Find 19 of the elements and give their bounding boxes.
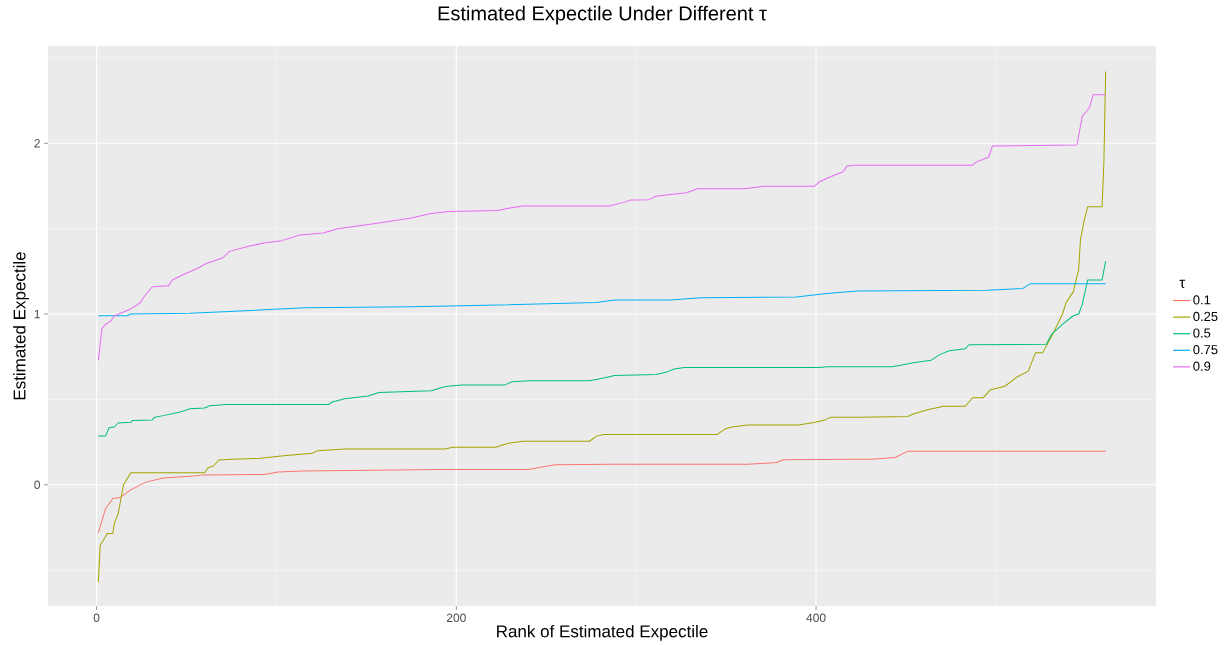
- line-series: [97, 71, 1107, 583]
- x-tick-label: 400: [806, 613, 826, 623]
- legend-label: 0.75: [1193, 344, 1218, 355]
- chart-title: Estimated Expectile Under Different τ: [438, 5, 767, 25]
- x-tick-label: 200: [446, 613, 466, 623]
- y-axis-title: Estimated Expectile: [13, 252, 29, 400]
- y-tick-label: 0: [34, 480, 41, 490]
- line-series: [97, 94, 1107, 361]
- legend-label: 0.1: [1193, 295, 1211, 305]
- y-tick-label: 2: [34, 139, 40, 148]
- line-series: [97, 283, 1107, 317]
- line-series: [97, 260, 1107, 437]
- y-tick-label: 1: [34, 309, 40, 319]
- legend-label: 0.5: [1193, 328, 1211, 338]
- legend-label: 0.9: [1193, 361, 1211, 371]
- legend-title: τ: [1179, 279, 1186, 288]
- legend-label: 0.25: [1193, 311, 1218, 322]
- x-tick-label: 0: [93, 613, 100, 623]
- x-axis-title: Rank of Estimated Expectile: [497, 624, 708, 641]
